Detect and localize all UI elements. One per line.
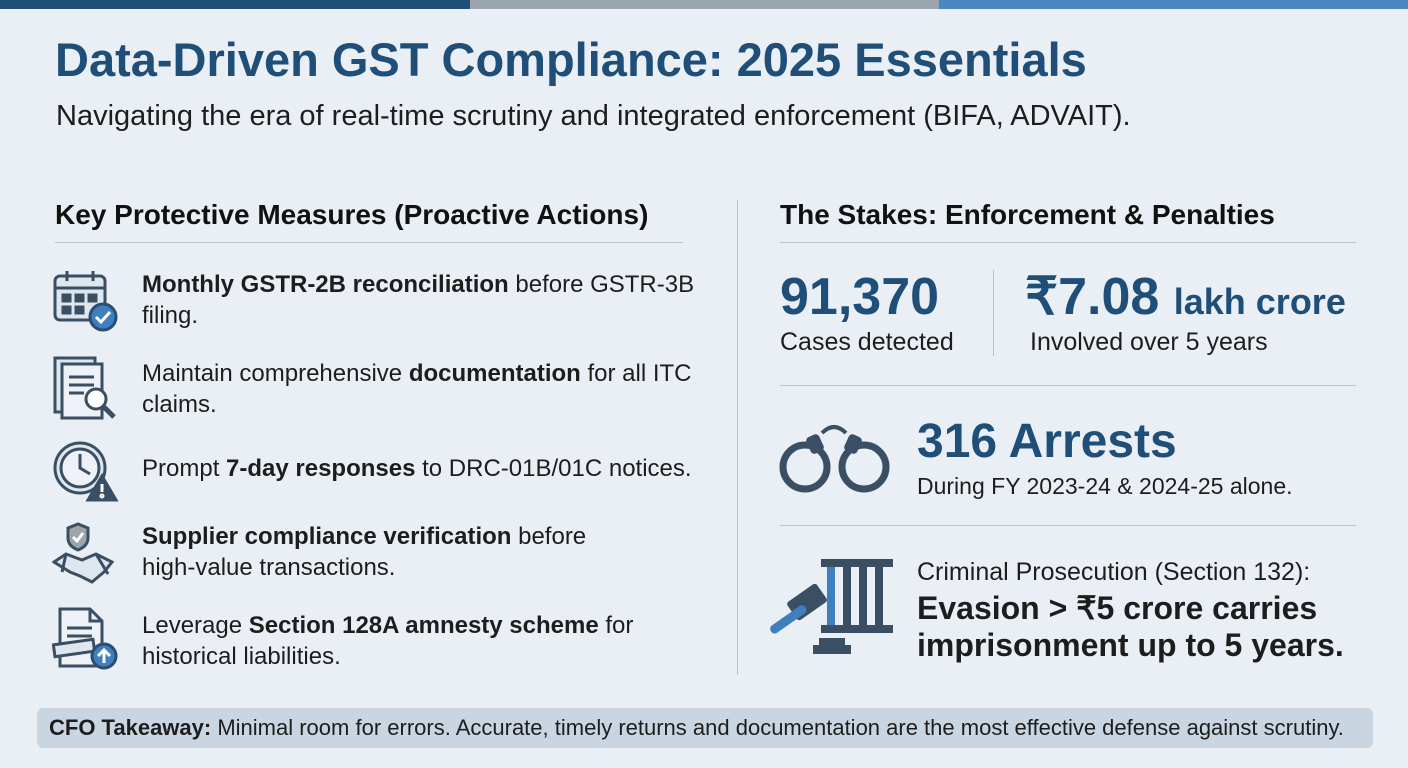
stat-label: Cases detected [780, 328, 954, 356]
amount: ₹7.08 [1025, 268, 1160, 326]
document-search-icon [53, 356, 116, 420]
prosecution-statement: Evasion > ₹5 crore carries imprisonment … [917, 590, 1344, 663]
clock-icon [53, 441, 119, 502]
column-divider [737, 200, 738, 675]
handcuffs-icon [779, 425, 890, 493]
takeaway-banner: CFO Takeaway: Minimal room for errors. A… [37, 708, 1373, 748]
text: to DRC-01B/01C notices. [415, 455, 692, 482]
section-heading: Key Protective Measures (Proactive Actio… [55, 199, 649, 230]
stat-value: 91,370 [780, 268, 940, 326]
title: Data-Driven GST Compliance: 2025 Essenti… [55, 33, 1087, 86]
text: 7-day responses [226, 455, 416, 482]
measure-item: Supplier compliance verification before … [142, 521, 622, 583]
divider [780, 525, 1356, 526]
text: Section 128A amnesty scheme [248, 612, 599, 639]
calendar-icon [53, 271, 118, 332]
document-stamp-icon [52, 607, 118, 670]
divider [780, 242, 1356, 243]
stat-label: Involved over 5 years [1030, 328, 1268, 356]
top-bar [0, 0, 1408, 9]
measure-item: Prompt 7-day responses to DRC-01B/01C no… [142, 453, 742, 484]
divider [55, 242, 683, 243]
text: Monthly GSTR-2B reconciliation [142, 271, 509, 298]
text: Maintain comprehensive [142, 360, 409, 387]
text: documentation [408, 360, 581, 387]
takeaway-label: CFO Takeaway: [49, 715, 212, 740]
divider [780, 385, 1356, 386]
prosecution-intro: Criminal Prosecution (Section 132): [917, 558, 1311, 586]
gavel-prison-icon [770, 559, 893, 654]
text: for historical liabilities. [142, 612, 634, 670]
handshake-icon [52, 522, 115, 584]
text: for all ITC claims. [142, 360, 692, 418]
unit: lakh crore [1173, 281, 1346, 322]
text: Supplier compliance verification [142, 523, 512, 550]
takeaway-text: Minimal room for errors. Accurate, timel… [211, 715, 1344, 740]
stat-value: ₹7.08 lakh crore [1025, 267, 1346, 327]
measure-item: Leverage Section 128A amnesty scheme for… [142, 610, 662, 672]
text: before GSTR-3B filing. [142, 271, 695, 329]
section-heading: The Stakes: Enforcement & Penalties [780, 199, 1275, 230]
text: Prompt [142, 455, 227, 482]
arrests-value: 316 Arrests [917, 415, 1177, 468]
subtitle: Navigating the era of real-time scrutiny… [56, 100, 1131, 132]
stat-divider [993, 270, 994, 356]
text: before high-value transactions. [142, 523, 587, 581]
measure-item: Monthly GSTR-2B reconciliation before GS… [142, 269, 702, 331]
measure-item: Maintain comprehensive documentation for… [142, 358, 702, 420]
text: Leverage [142, 612, 249, 639]
arrests-label: During FY 2023-24 & 2024-25 alone. [917, 473, 1293, 499]
